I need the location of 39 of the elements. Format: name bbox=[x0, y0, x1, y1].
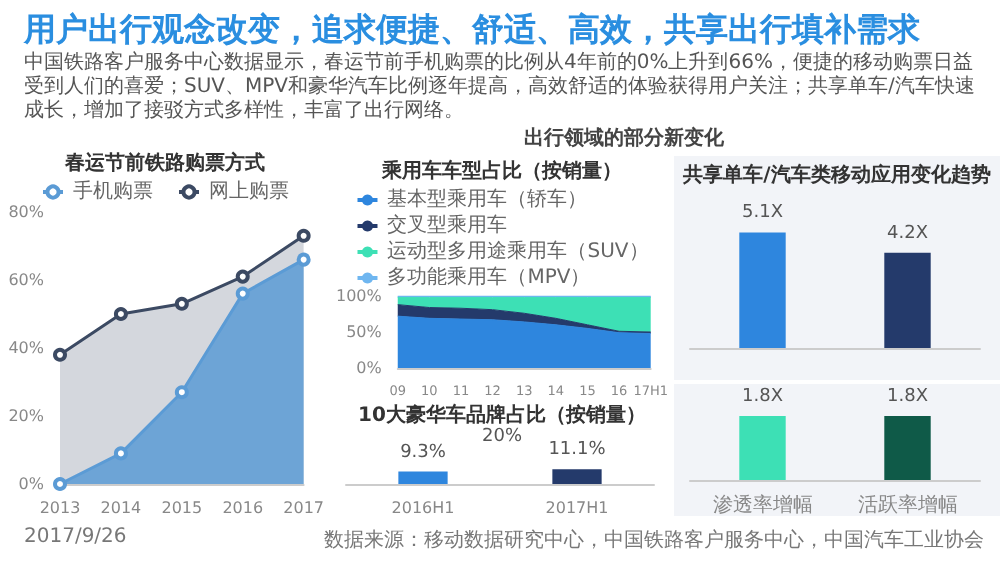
legend-label: 手机购票 bbox=[73, 179, 153, 203]
x-tick-label: 2016 bbox=[222, 499, 264, 517]
x-tick-label: 2015 bbox=[161, 499, 203, 517]
x-tick-label: 2013 bbox=[39, 499, 81, 517]
y-tick-label: 40% bbox=[8, 339, 45, 357]
data-label: 5.1X bbox=[742, 203, 783, 224]
text: 20% bbox=[482, 427, 523, 447]
legend-label: 运动型多用途乘用车（SUV） bbox=[387, 239, 649, 263]
y-tick-label: 50% bbox=[346, 323, 383, 341]
x-tick-label: 渗透率增幅 bbox=[712, 493, 813, 517]
text: 用户出行观念改变，追求便捷、舒适、高效，共享出行填补需求 bbox=[24, 10, 920, 51]
y-tick-label: 0% bbox=[18, 475, 45, 493]
chart-title: 乘用车车型占比（按销量） bbox=[380, 159, 622, 183]
x-tick-label: 2017 bbox=[283, 499, 324, 517]
x-tick-label: 2014 bbox=[100, 499, 142, 517]
text: 2017/9/26 bbox=[24, 526, 127, 548]
x-tick-label: 2016H1 bbox=[391, 499, 455, 517]
x-tick-label: 2017H1 bbox=[545, 499, 609, 517]
chart-title: 共享单车/汽车类移动应用变化趋势 bbox=[681, 163, 991, 187]
data-label: 1.8X bbox=[887, 387, 928, 407]
data-label: 4.2X bbox=[887, 223, 928, 244]
x-tick-label: 活跃率增幅 bbox=[857, 493, 958, 517]
data-label: 9.3% bbox=[400, 442, 447, 463]
text: 出行领域的部分新变化 bbox=[524, 124, 724, 152]
y-tick-label: 60% bbox=[8, 271, 45, 289]
y-tick-label: 20% bbox=[8, 407, 45, 425]
y-tick-label: 80% bbox=[8, 203, 45, 221]
chart-title: 10大豪华车品牌占比（按销量） bbox=[358, 403, 646, 427]
legend-label: 多功能乘用车（MPV） bbox=[387, 265, 591, 289]
y-tick-label: 100% bbox=[335, 287, 383, 305]
text: 中国铁路客户服务中心数据显示，春运节前手机购票的比例从4年前的0%上升到66%，便捷的移动购票日益受到人们的喜爱；SUV、MPV和豪华汽车比例逐年提高，高效舒适的体验获得用户关注；共享单车/汽车快速成长，增加了接驳方式多样性，丰富了出行网络。 bbox=[24, 52, 977, 124]
legend-label: 交叉型乘用车 bbox=[387, 213, 508, 237]
chart-title: 春运节前铁路购票方式 bbox=[63, 151, 265, 175]
y-tick-label: 0% bbox=[356, 359, 383, 377]
source-note: 数据来源：移动数据研究中心，中国铁路客户服务中心，中国汽车工业协会 bbox=[324, 527, 984, 554]
data-label: 11.1% bbox=[548, 440, 607, 461]
data-label: 1.8X bbox=[742, 387, 783, 407]
legend-label: 网上购票 bbox=[209, 179, 289, 203]
legend-label: 基本型乘用车（轿车） bbox=[387, 187, 588, 211]
